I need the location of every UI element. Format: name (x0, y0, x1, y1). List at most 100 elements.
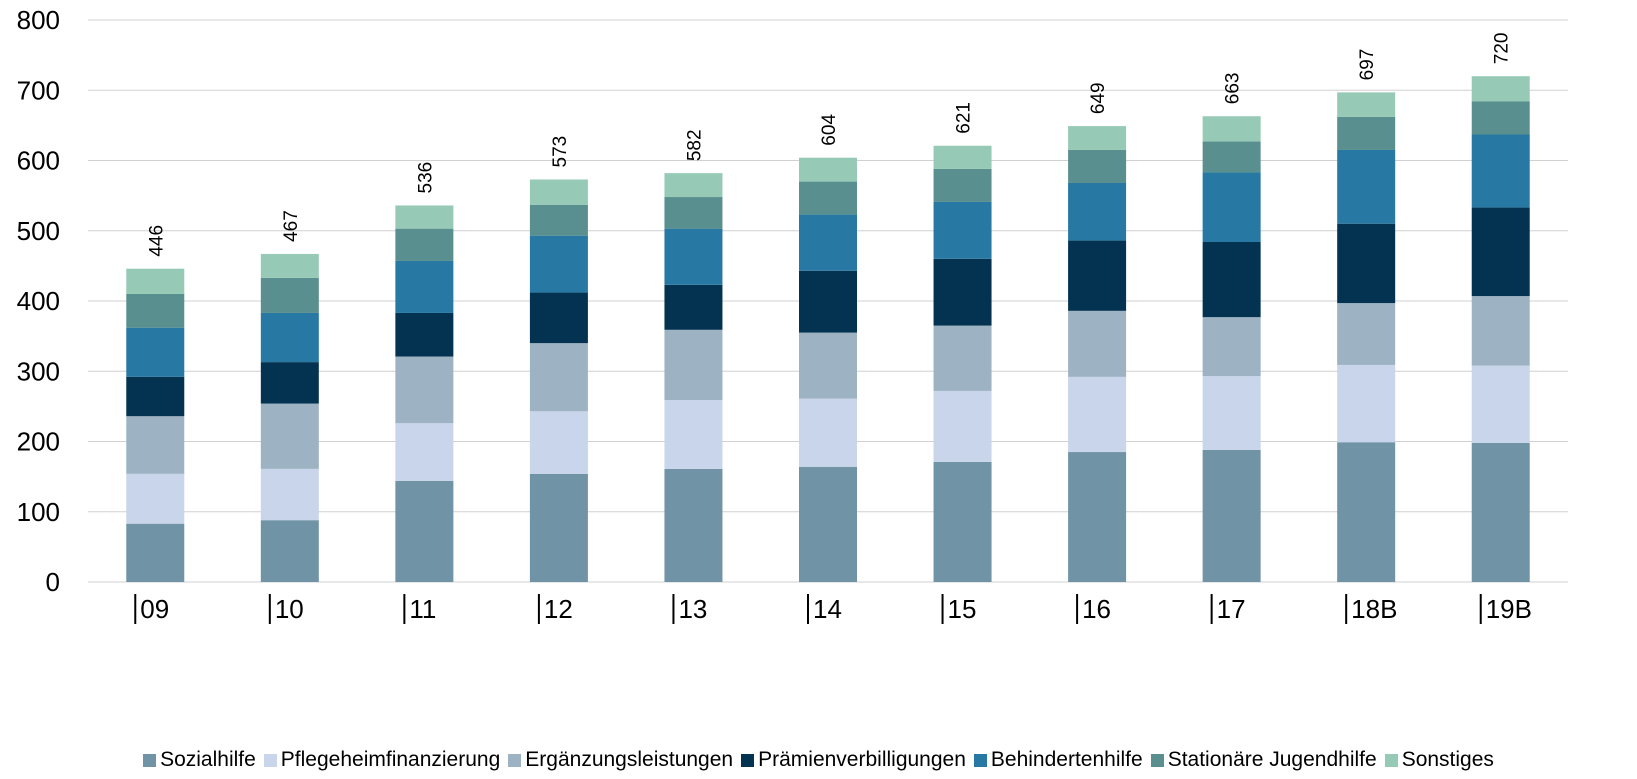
total-label: 697 (1357, 49, 1378, 81)
total-label: 604 (819, 114, 840, 146)
bar-segment (1202, 141, 1261, 173)
bar-segment (260, 362, 319, 404)
bar-segment (529, 411, 588, 474)
bar-segment (1471, 296, 1530, 366)
x-tick-label: 09 (140, 594, 169, 624)
bar-segment (529, 473, 588, 582)
legend-item: Sozialhilfe (143, 748, 256, 772)
bar-segment (260, 312, 319, 363)
bar-segment (1068, 182, 1127, 241)
x-tick-label: 14 (813, 594, 842, 624)
legend-label: Ergänzungsleistungen (525, 748, 734, 771)
bar-segment (126, 523, 185, 582)
legend: Sozialhilfe Pflegeheimfinanzierung Ergänzu… (0, 748, 1637, 772)
bar-segment (1471, 365, 1530, 443)
x-tick-label: 19B (1486, 594, 1532, 624)
bar-segment (260, 468, 319, 521)
total-label: 446 (146, 225, 167, 257)
bar-segment (126, 293, 185, 328)
bar-segment (799, 181, 857, 215)
total-label: 536 (415, 162, 436, 194)
legend-swatch (973, 753, 987, 767)
legend-swatch (508, 753, 522, 767)
y-tick-label: 200 (17, 427, 60, 457)
bar-segment (395, 480, 454, 582)
bar-segment (395, 356, 454, 424)
bar-segment (933, 168, 992, 202)
x-tick-label: 17 (1217, 594, 1246, 624)
bar-segment (1202, 172, 1261, 242)
bar-segment (260, 253, 319, 278)
x-tick-label: 10 (275, 594, 304, 624)
bar-segment (395, 312, 454, 357)
bar-segment (933, 258, 992, 326)
total-label: 720 (1492, 32, 1513, 64)
bar-segment (1068, 240, 1127, 311)
chart: 0 100 200 300 400 500 600 700 800 446 09 467 10 536 11… (17, 5, 1568, 624)
y-tick-label: 600 (17, 146, 60, 176)
bar-segment (1068, 452, 1127, 582)
legend-swatch (741, 753, 755, 767)
total-label: 649 (1088, 82, 1109, 114)
legend-item: Prämienverbilligungen (741, 748, 966, 772)
legend-label: Stationäre Jugendhilfe (1167, 748, 1377, 771)
total-label: 582 (684, 129, 705, 161)
y-tick-label: 100 (17, 497, 60, 527)
bar-segment (395, 205, 454, 229)
y-tick-label: 300 (17, 356, 60, 386)
bar-segment (1471, 101, 1530, 135)
bar-segment (1471, 442, 1530, 582)
legend-item: Pflegeheimfinanzierung (263, 748, 500, 772)
legend-label: Prämienverbilligungen (758, 748, 966, 771)
bar-segment (1337, 364, 1396, 443)
legend-swatch (143, 753, 157, 767)
bar-segment (529, 343, 588, 412)
bar-segment (126, 473, 185, 524)
bar-segment (933, 461, 992, 582)
y-tick-label: 700 (17, 75, 60, 105)
bar-segment (1202, 241, 1261, 318)
bar-segment (1202, 116, 1261, 142)
bar-segment (933, 325, 992, 391)
x-tick-label: 13 (678, 594, 707, 624)
x-tick-label: 15 (948, 594, 977, 624)
bar-segment (664, 468, 723, 582)
x-tick-label: 11 (409, 594, 436, 624)
bar-segment (664, 284, 723, 330)
bar-segment (1202, 376, 1261, 450)
bar-segment (664, 400, 723, 469)
legend-item: Stationäre Jugendhilfe (1150, 748, 1377, 772)
bar-segment (1471, 134, 1530, 208)
bar-segment (1202, 317, 1261, 377)
bar-segment (395, 260, 454, 313)
bar-segment (1068, 310, 1127, 377)
bar-segment (799, 398, 857, 467)
legend-label: Sonstiges (1401, 748, 1494, 771)
legend-label: Behindertenhilfe (990, 748, 1143, 771)
bar-segment (1068, 149, 1127, 183)
bar-segment (126, 327, 185, 377)
bar-segment (126, 416, 185, 474)
bar-segment (1068, 376, 1127, 453)
bar-segment (1337, 303, 1396, 365)
bar-segment (799, 466, 857, 582)
bar-segment (126, 376, 185, 417)
bar-segment (664, 173, 723, 198)
y-tick-label: 800 (17, 5, 60, 35)
legend-item: Ergänzungsleistungen (508, 748, 733, 772)
legend-swatch (1150, 753, 1164, 767)
bar-segment (799, 214, 857, 271)
bar-segment (799, 332, 857, 399)
bar-segment (1068, 126, 1127, 150)
bar-segment (1337, 116, 1396, 150)
x-tick-label: 16 (1082, 594, 1111, 624)
total-label: 573 (550, 136, 571, 168)
bar-segment (933, 390, 992, 462)
y-tick-label: 0 (46, 567, 60, 597)
total-label: 621 (954, 102, 975, 134)
bar-segment (1337, 92, 1396, 117)
bar-segment (529, 179, 588, 205)
bar-segment (395, 423, 454, 481)
bar-segment (664, 329, 723, 401)
bar-segment (1471, 207, 1530, 297)
